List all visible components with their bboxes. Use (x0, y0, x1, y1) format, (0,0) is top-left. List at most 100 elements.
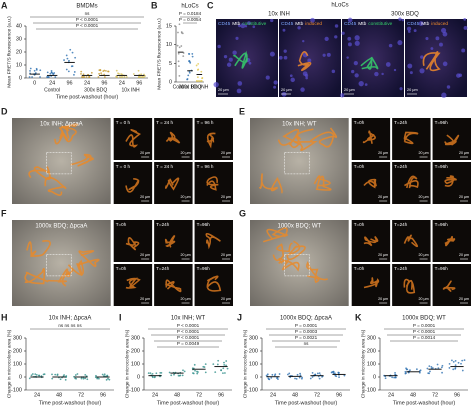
timelapse-frame (392, 220, 431, 262)
time-label: T = 0 h (116, 120, 131, 125)
data-dot (125, 76, 128, 78)
panel-letter: K (355, 312, 362, 322)
time-label: T = 96 h (197, 164, 214, 169)
data-dot (335, 375, 338, 378)
annotation: P < 0.0001 (177, 323, 200, 328)
data-dot (71, 51, 74, 54)
data-dot (141, 76, 144, 78)
colony (309, 127, 338, 148)
scale-label: 20 μm (419, 297, 429, 301)
data-dot (418, 371, 421, 374)
colony (362, 130, 376, 144)
nucleus (409, 71, 413, 75)
nucleus (228, 57, 233, 62)
annotation: P = 0.0184 (179, 11, 202, 16)
data-dot (151, 376, 154, 379)
panel-letter: I (119, 312, 122, 322)
data-dot (225, 364, 227, 367)
scale-label: 20 μm (181, 253, 191, 257)
nucleus (238, 24, 241, 28)
annotation: P < 0.0001 (177, 335, 200, 340)
nucleus (300, 87, 305, 92)
y-tick-label: 0 (137, 374, 140, 380)
data-dot (192, 372, 195, 375)
y-tick-label: 15 (166, 23, 172, 29)
colony (286, 240, 306, 261)
scale-label: 20 μm (140, 297, 150, 301)
data-dot (63, 374, 65, 376)
condition-label: 10x INH (268, 12, 290, 18)
colony (403, 278, 416, 294)
data-dot (301, 376, 303, 379)
data-dot (431, 367, 434, 369)
colony (58, 125, 77, 143)
y-tick-label: -100 (11, 387, 22, 393)
panel-title: 1000x BDQ; ΔpcaA (35, 224, 87, 230)
data-dot (191, 53, 194, 55)
x-tick-label: 24 (388, 392, 394, 398)
nucleus (456, 73, 461, 78)
data-dot (188, 60, 190, 63)
data-dot (76, 373, 79, 375)
data-dot (181, 374, 184, 377)
data-dot (74, 56, 77, 59)
data-dot (428, 365, 431, 368)
colony (125, 237, 140, 251)
annotation: P = 0.0049 (177, 341, 200, 346)
data-dot (51, 373, 53, 376)
colony (363, 235, 379, 247)
colony (422, 51, 441, 72)
colony (360, 56, 379, 70)
data-dot (454, 367, 457, 370)
data-dot (296, 373, 299, 376)
data-dot (35, 68, 38, 71)
time-label: T=24h (156, 266, 170, 271)
nucleus (463, 18, 467, 21)
annotation: ns ns ns ns (58, 323, 82, 328)
panel-letter: E (239, 106, 245, 116)
y-axis-label: Mean FRET/S fluorescence (a.u.) (6, 16, 12, 88)
data-dot (194, 369, 196, 372)
panel-letter: B (151, 0, 158, 10)
y-tick-label: 20 (16, 49, 22, 55)
nucleus (235, 36, 239, 40)
colony (206, 275, 222, 292)
data-dot (132, 73, 135, 75)
data-dot (80, 70, 83, 73)
y-tick-label: 300 (249, 335, 258, 341)
data-dot (448, 362, 451, 365)
colony (258, 173, 283, 194)
colony (206, 176, 219, 191)
data-dot (200, 80, 203, 82)
data-dot (405, 372, 407, 374)
data-dot (181, 32, 184, 35)
time-label: T=96h (435, 222, 449, 227)
time-label: T=96h (197, 222, 211, 227)
data-dot (103, 73, 106, 76)
data-dot (50, 70, 53, 72)
nucleus (374, 71, 379, 77)
y-tick-label: -100 (129, 387, 140, 393)
data-dot (191, 55, 194, 58)
data-dot (46, 76, 48, 78)
data-dot (140, 76, 142, 78)
data-dot (216, 363, 219, 366)
annotation: ns (85, 11, 91, 16)
y-tick-label: -100 (247, 387, 258, 393)
data-dot (188, 53, 191, 55)
channel-name: Mtb (295, 21, 303, 27)
colony (444, 134, 460, 146)
nucleus (283, 49, 287, 53)
timelapse-frame (194, 220, 233, 262)
data-dot (394, 373, 397, 376)
colony (125, 277, 141, 289)
data-dot (100, 72, 103, 75)
annotation: P = 0.0001 (295, 323, 318, 328)
data-dot (288, 372, 291, 375)
nucleus (399, 87, 403, 91)
nucleus (302, 71, 308, 77)
scale-label: 20 μm (181, 297, 191, 301)
nucleus (413, 29, 417, 33)
x-tick-label: 24 (49, 80, 55, 86)
data-dot (405, 367, 407, 370)
